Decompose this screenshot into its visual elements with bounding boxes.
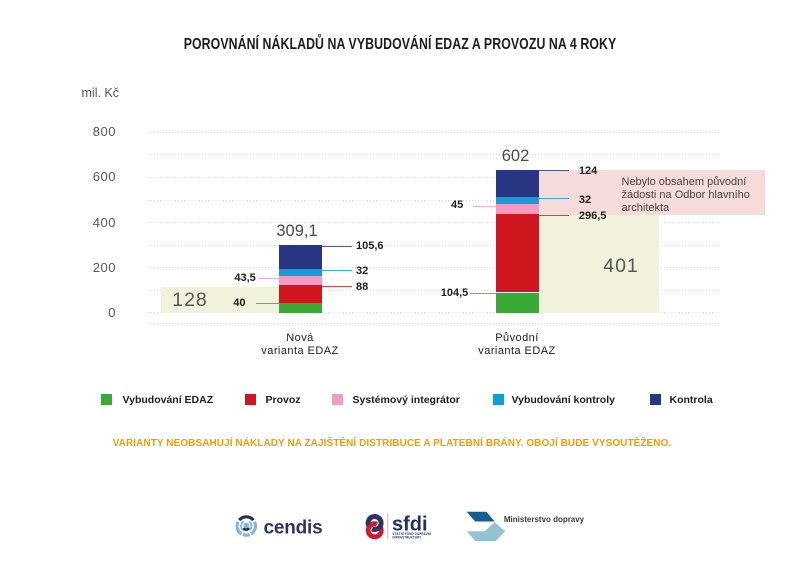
svg-text:STÁTNÍ FOND DOPRAVNÍ: STÁTNÍ FOND DOPRAVNÍ: [393, 530, 432, 535]
svg-text:Ministerstvo dopravy: Ministerstvo dopravy: [504, 515, 585, 524]
svg-text:INFRASTRUKTURY: INFRASTRUKTURY: [393, 535, 422, 539]
svg-text:sfdi: sfdi: [392, 513, 428, 535]
svg-text:cendis: cendis: [264, 517, 323, 538]
